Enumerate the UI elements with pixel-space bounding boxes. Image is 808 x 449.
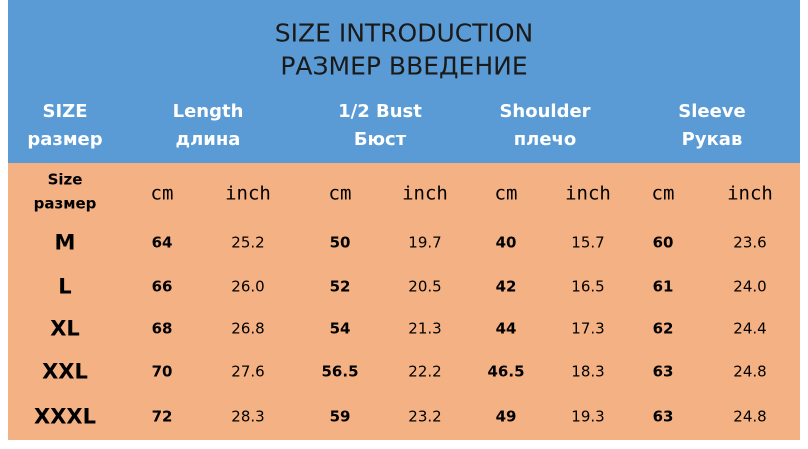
cm-value: 72 (151, 407, 173, 426)
column-header: Length (172, 101, 244, 122)
size-name: XXL (42, 359, 88, 384)
inch-value: 24.0 (733, 277, 767, 296)
inch-value: 23.6 (733, 233, 767, 252)
inch-value: 28.3 (231, 407, 265, 426)
column-header: Бюст (353, 129, 407, 150)
unit-label: cm (328, 182, 352, 205)
cm-value: 63 (652, 407, 674, 426)
inch-value: 24.8 (733, 362, 767, 381)
table-band (8, 163, 800, 440)
unit-label: cm (651, 182, 675, 205)
column-header: 1/2 Bust (338, 101, 422, 122)
cm-value: 60 (652, 233, 674, 252)
inch-value: 18.3 (571, 362, 605, 381)
header-band (8, 0, 800, 163)
inch-value: 19.3 (571, 407, 605, 426)
inch-value: 24.4 (733, 319, 767, 338)
column-header: размер (27, 129, 103, 150)
inch-value: 25.2 (231, 233, 265, 252)
inch-value: 26.0 (231, 277, 265, 296)
unit-label: inch (225, 182, 271, 205)
column-header: длина (175, 129, 241, 150)
column-header: Рукав (681, 129, 743, 150)
inch-value: 16.5 (571, 277, 605, 296)
inch-value: 22.2 (408, 362, 442, 381)
size-name: L (58, 274, 72, 299)
cm-value: 59 (329, 407, 351, 426)
cm-value: 56.5 (321, 362, 359, 381)
inch-value: 26.8 (231, 319, 265, 338)
cm-value: 70 (151, 362, 173, 381)
title: SIZE INTRODUCTION (274, 18, 534, 48)
inch-value: 21.3 (408, 319, 442, 338)
cm-value: 50 (329, 233, 351, 252)
cm-value: 68 (151, 319, 173, 338)
inch-value: 24.8 (733, 407, 767, 426)
unit-label: inch (727, 182, 773, 205)
cm-value: 64 (151, 233, 173, 252)
unit-label: cm (150, 182, 174, 205)
cm-value: 66 (151, 277, 173, 296)
cm-value: 62 (652, 319, 674, 338)
cm-value: 44 (495, 319, 517, 338)
cm-value: 40 (495, 233, 517, 252)
cm-value: 54 (329, 319, 351, 338)
size-label: размер (33, 194, 97, 213)
unit-label: cm (494, 182, 518, 205)
size-label: Size (47, 170, 83, 189)
unit-label: inch (565, 182, 611, 205)
column-header: плечо (513, 129, 577, 150)
unit-label: inch (402, 182, 448, 205)
size-name: XXXL (34, 404, 96, 429)
size-name: XL (50, 316, 80, 341)
cm-value: 42 (495, 277, 517, 296)
column-header: Sleeve (678, 101, 746, 122)
size-name: M (54, 230, 76, 255)
cm-value: 61 (652, 277, 674, 296)
column-header: SIZE (42, 101, 88, 122)
cm-value: 52 (329, 277, 351, 296)
inch-value: 27.6 (231, 362, 265, 381)
inch-value: 17.3 (571, 319, 605, 338)
column-header: Shoulder (499, 101, 591, 122)
inch-value: 19.7 (408, 233, 442, 252)
inch-value: 15.7 (571, 233, 605, 252)
cm-value: 49 (495, 407, 517, 426)
cm-value: 63 (652, 362, 674, 381)
cm-value: 46.5 (487, 362, 525, 381)
title: РАЗМЕР ВВЕДЕНИЕ (280, 51, 528, 81)
inch-value: 20.5 (408, 277, 442, 296)
inch-value: 23.2 (408, 407, 442, 426)
